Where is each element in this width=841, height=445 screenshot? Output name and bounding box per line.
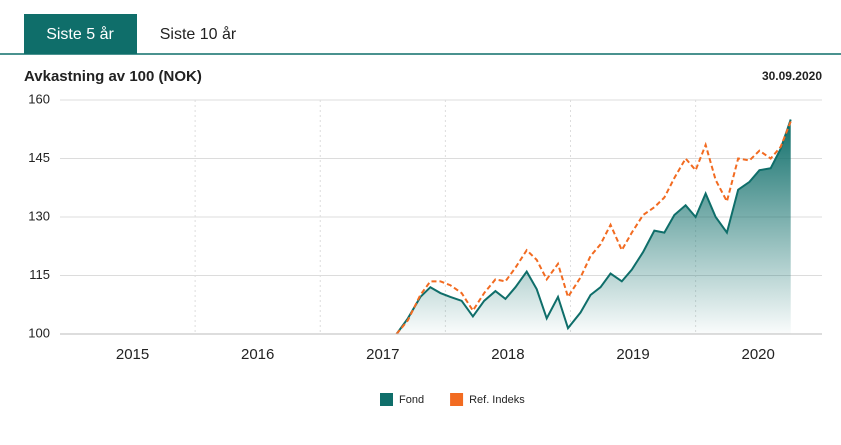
chart-title: Avkastning av 100 (NOK) (24, 68, 202, 85)
y-tick-label: 115 (29, 267, 50, 282)
line (395, 121, 792, 335)
legend-label: Fond (399, 394, 424, 406)
tab-active[interactable] (24, 14, 137, 54)
legend-swatch (450, 393, 464, 406)
legend-swatch (380, 393, 393, 406)
y-tick-label: 130 (28, 208, 50, 223)
tab-label[interactable]: Siste 5 år (46, 25, 114, 43)
y-tick-label: 160 (28, 91, 50, 106)
x-tick-label: 2015 (116, 346, 149, 363)
y-tick-label: 100 (28, 325, 50, 340)
date: 30.09.2020 (762, 69, 822, 83)
legend-label: Ref. Indeks (469, 394, 525, 406)
x-tick-label: 2017 (366, 346, 399, 363)
tab-label[interactable]: Siste 10 år (160, 25, 237, 43)
y-tick-label: 145 (28, 150, 50, 165)
area (396, 119, 791, 334)
x-tick-label: 2016 (241, 346, 274, 363)
line (395, 119, 792, 335)
x-tick-label: 2019 (616, 346, 649, 363)
x-tick-label: 2018 (491, 346, 524, 363)
x-tick-label: 2020 (741, 346, 774, 363)
